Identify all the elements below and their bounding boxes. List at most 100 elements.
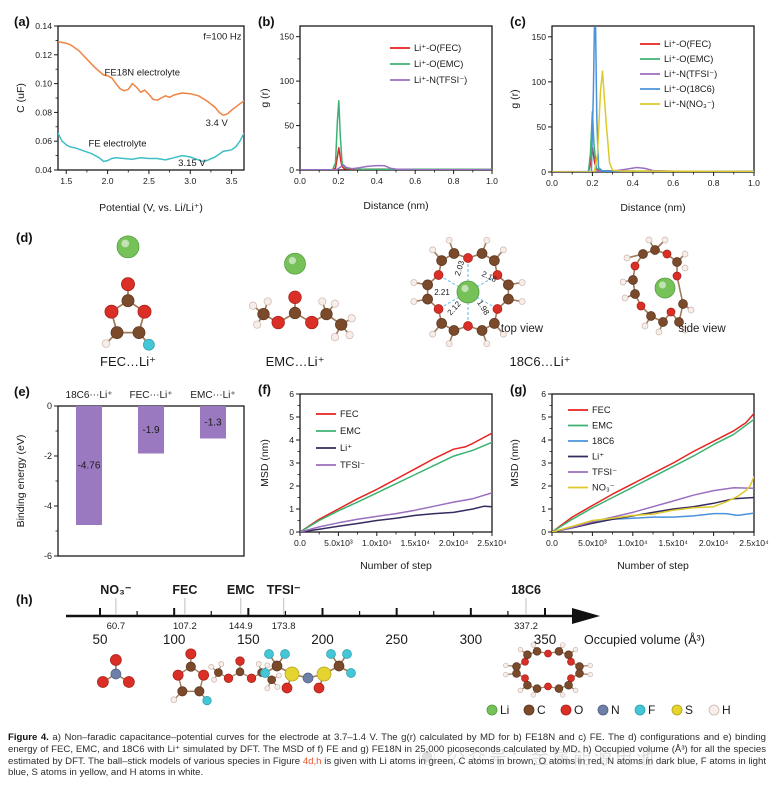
svg-text:1.0: 1.0 [486, 176, 498, 186]
svg-text:NO₃⁻: NO₃⁻ [592, 483, 615, 493]
panel-h-numberline: 50 100 150 200 250 300 350 Occupied volume (Å³)… [66, 583, 731, 717]
panel-g-chart: 0.0 5.0x10³ 1.0x10⁴ 1.5x10⁴ 2.0x10⁴ 2.5x10⁴ 0 1… [509, 389, 769, 572]
c18-li-label: 18C6…Li⁺ [509, 354, 570, 369]
emc-li-label: EMC…Li⁺ [266, 354, 325, 369]
svg-text:Distance (nm): Distance (nm) [363, 200, 428, 212]
panel-e-label: (e) [14, 384, 30, 399]
fec-li-label: FEC…Li⁺ [100, 354, 156, 369]
svg-text:H: H [722, 703, 731, 717]
caption-figure-number: Figure 4. [8, 732, 49, 743]
svg-text:FEC⋯Li⁺: FEC⋯Li⁺ [129, 390, 172, 401]
svg-text:2.5: 2.5 [143, 176, 155, 186]
svg-text:2.21: 2.21 [434, 288, 450, 297]
svg-text:0.08: 0.08 [35, 107, 52, 117]
svg-text:TFSI⁻: TFSI⁻ [340, 460, 365, 470]
svg-text:0.0: 0.0 [294, 176, 306, 186]
svg-text:50: 50 [536, 122, 546, 132]
svg-text:1.5x10⁴: 1.5x10⁴ [658, 538, 688, 548]
svg-text:0.8: 0.8 [708, 178, 720, 188]
svg-text:5: 5 [541, 412, 546, 422]
svg-text:18C6: 18C6 [592, 436, 614, 446]
svg-text:2.5x10⁴: 2.5x10⁴ [739, 538, 769, 548]
svg-text:0.8: 0.8 [448, 176, 460, 186]
svg-text:O: O [574, 703, 583, 717]
svg-text:Li⁺: Li⁺ [340, 443, 352, 453]
svg-text:1.5: 1.5 [60, 176, 72, 186]
svg-text:200: 200 [311, 632, 334, 647]
panel-d-label: (d) [16, 230, 33, 245]
svg-text:0.4: 0.4 [371, 176, 383, 186]
svg-text:F: F [648, 703, 655, 717]
svg-text:2: 2 [289, 481, 294, 491]
svg-text:0.4: 0.4 [627, 178, 639, 188]
svg-text:18C6⋯Li⁺: 18C6⋯Li⁺ [66, 390, 113, 401]
side-view-label: side view [678, 323, 726, 335]
svg-text:FEC: FEC [592, 405, 611, 415]
svg-text:0.2: 0.2 [586, 178, 598, 188]
svg-text:337.2: 337.2 [514, 621, 538, 632]
svg-text:MSD (nm): MSD (nm) [259, 439, 271, 487]
svg-text:100: 100 [280, 76, 295, 86]
svg-text:5.0x10³: 5.0x10³ [324, 538, 353, 548]
svg-text:2.0: 2.0 [102, 176, 114, 186]
svg-text:Li⁺-O(FEC): Li⁺-O(FEC) [664, 39, 711, 49]
svg-text:Number of step: Number of step [617, 560, 689, 572]
svg-text:1.0: 1.0 [748, 178, 760, 188]
svg-text:100: 100 [532, 77, 547, 87]
caption-text-2: is given with Li atoms in green, C atoms… [8, 755, 767, 779]
svg-text:0: 0 [541, 167, 546, 177]
svg-text:Occupied volume (Å³): Occupied volume (Å³) [584, 632, 705, 647]
svg-text:50: 50 [92, 632, 107, 647]
svg-text:-1.9: -1.9 [142, 425, 160, 436]
panel-h-label: (h) [16, 592, 33, 607]
svg-text:5.0x10³: 5.0x10³ [578, 538, 607, 548]
svg-text:300: 300 [460, 632, 483, 647]
svg-text:Li⁺-O(EMC): Li⁺-O(EMC) [664, 54, 713, 64]
svg-text:FE18N electrolyte: FE18N electrolyte [105, 68, 181, 79]
svg-text:50: 50 [284, 121, 294, 131]
panel-a-label: (a) [14, 14, 30, 29]
svg-text:g (r): g (r) [509, 89, 521, 108]
svg-text:0: 0 [289, 165, 294, 175]
svg-text:6: 6 [289, 389, 294, 399]
svg-text:1.98: 1.98 [475, 299, 491, 317]
svg-text:1.0x10⁴: 1.0x10⁴ [362, 538, 392, 548]
svg-text:0.0: 0.0 [294, 538, 306, 548]
svg-text:EMC: EMC [592, 421, 613, 431]
svg-text:0: 0 [541, 527, 546, 537]
svg-text:EMC⋯Li⁺: EMC⋯Li⁺ [190, 390, 235, 401]
svg-text:-2: -2 [44, 451, 52, 461]
panel-d-structures: 2.03 2.182.212.12 1.98 FEC…Li⁺ EMC…Li⁺ 18C… [100, 235, 726, 369]
svg-text:Binding energy (eV): Binding energy (eV) [15, 435, 27, 528]
svg-text:Li⁺-O(18C6): Li⁺-O(18C6) [664, 84, 715, 94]
svg-text:4: 4 [541, 435, 546, 445]
svg-text:EMC: EMC [340, 426, 361, 436]
svg-text:C: C [537, 703, 546, 717]
svg-text:-4.76: -4.76 [78, 461, 101, 472]
svg-text:g (r): g (r) [259, 88, 271, 107]
svg-text:0.0: 0.0 [546, 178, 558, 188]
svg-text:0.2: 0.2 [332, 176, 344, 186]
svg-text:2: 2 [541, 481, 546, 491]
svg-text:3.5: 3.5 [226, 176, 238, 186]
svg-text:FE electrolyte: FE electrolyte [88, 139, 146, 150]
caption-figure-link[interactable]: 4d,h [302, 755, 322, 767]
svg-text:100: 100 [163, 632, 186, 647]
svg-text:1.5x10⁴: 1.5x10⁴ [400, 538, 430, 548]
caption-text-1: a) Non–faradic capacitance–potential cur… [8, 732, 766, 767]
svg-text:0.12: 0.12 [35, 50, 52, 60]
svg-text:S: S [685, 703, 693, 717]
panel-f-label: (f) [258, 382, 271, 397]
panel-b-label: (b) [258, 14, 275, 29]
svg-text:2.12: 2.12 [446, 299, 463, 317]
svg-text:EMC: EMC [227, 583, 255, 597]
svg-text:Distance (nm): Distance (nm) [620, 202, 685, 214]
svg-text:0.6: 0.6 [409, 176, 421, 186]
svg-text:0.06: 0.06 [35, 136, 52, 146]
panel-c-label: (c) [510, 14, 526, 29]
svg-text:3.0: 3.0 [184, 176, 196, 186]
svg-text:0: 0 [47, 401, 52, 411]
panel-b-chart: 0.0 0.2 0.4 0.6 0.8 1.0 0 50 100 150 Distance (nm)… [259, 25, 498, 212]
svg-text:Li: Li [500, 703, 509, 717]
